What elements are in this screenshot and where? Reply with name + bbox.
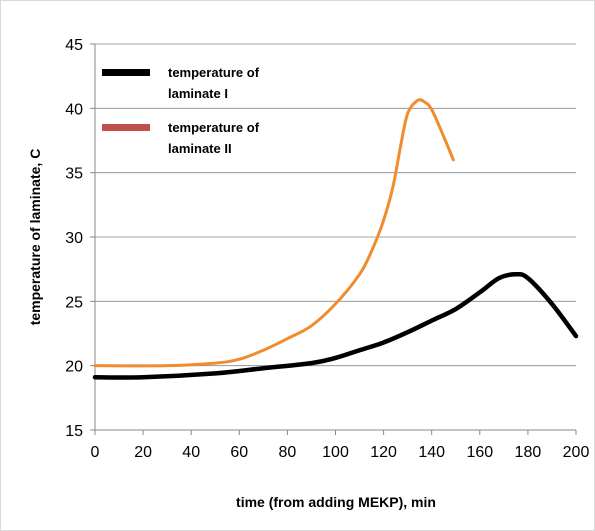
y-tick-label: 30 — [65, 230, 83, 247]
legend-label: temperature of — [168, 120, 260, 135]
y-tick-label: 45 — [65, 37, 83, 54]
y-tick-label: 20 — [65, 359, 83, 376]
series-line-laminate-i — [92, 271, 579, 380]
x-tick-label: 80 — [279, 444, 297, 461]
y-tick-labels: 15 20 25 30 35 40 45 — [65, 37, 83, 440]
x-tick-label: 160 — [466, 444, 493, 461]
y-axis-title: temperature of laminate, C — [27, 149, 43, 326]
legend-label: temperature of — [168, 65, 260, 80]
x-tick-labels: 0 20 40 60 80 100 120 140 160 180 200 — [91, 444, 590, 461]
y-tick-label: 35 — [65, 166, 83, 183]
x-tick-label: 20 — [134, 444, 152, 461]
x-tick-label: 100 — [322, 444, 349, 461]
x-tick-label: 60 — [230, 444, 248, 461]
legend-swatch — [102, 69, 150, 76]
y-tick-label: 15 — [65, 423, 83, 440]
x-tick-label: 140 — [418, 444, 445, 461]
series-line-laminate-ii — [93, 98, 455, 368]
x-tick-label: 180 — [515, 444, 542, 461]
x-axis-title: time (from adding MEKP), min — [236, 494, 436, 510]
x-tick-label: 40 — [182, 444, 200, 461]
legend-label: laminate I — [168, 86, 228, 101]
legend-swatch — [102, 124, 150, 131]
x-tick-label: 120 — [370, 444, 397, 461]
y-tick-label: 25 — [65, 294, 83, 311]
legend-label: laminate II — [168, 141, 232, 156]
x-tick-label: 200 — [563, 444, 590, 461]
legend: temperature of laminate I temperature of la… — [102, 65, 260, 156]
x-tick-label: 0 — [91, 444, 100, 461]
series-lines — [92, 98, 579, 380]
y-tick-label: 40 — [65, 101, 83, 118]
